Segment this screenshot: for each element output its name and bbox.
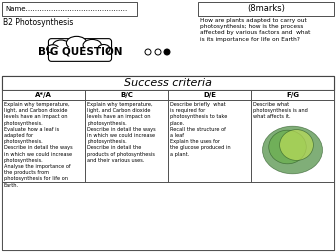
Bar	[168, 100, 251, 182]
Bar	[53, 47, 107, 55]
Text: How are plants adapted to carry out
photosynthesis; how is the process
affected : How are plants adapted to carry out phot…	[200, 18, 310, 42]
Text: D/E: D/E	[203, 92, 216, 98]
Text: A*/A: A*/A	[35, 92, 52, 98]
Bar	[2, 76, 334, 250]
Text: B2 Photosynthesis: B2 Photosynthesis	[3, 18, 73, 27]
Ellipse shape	[262, 126, 323, 174]
Ellipse shape	[269, 130, 306, 164]
Bar	[2, 90, 85, 100]
Bar	[168, 90, 251, 100]
Text: F/G: F/G	[286, 92, 299, 98]
Bar	[2, 76, 334, 90]
Text: Explain why temperature,
light, and Carbon dioxide
levels have an impact on
phot: Explain why temperature, light, and Carb…	[4, 102, 73, 187]
Text: B/C: B/C	[120, 92, 133, 98]
Text: Explain why temperature,
light, and Carbon dioxide
levels have an impact on
phot: Explain why temperature, light, and Carb…	[87, 102, 156, 163]
FancyBboxPatch shape	[48, 39, 112, 61]
Ellipse shape	[47, 45, 59, 53]
Circle shape	[164, 49, 170, 55]
Text: Success criteria: Success criteria	[124, 78, 212, 88]
Text: Describe briefly  what
is required for
photosynthesis to take
place.
Recall the : Describe briefly what is required for ph…	[170, 102, 230, 156]
Bar	[2, 100, 85, 182]
Ellipse shape	[280, 130, 313, 161]
Bar	[2, 182, 334, 250]
Bar	[251, 90, 334, 100]
Bar	[198, 2, 334, 16]
Ellipse shape	[98, 45, 110, 53]
Text: (8marks): (8marks)	[247, 5, 285, 14]
Ellipse shape	[67, 36, 87, 50]
Bar	[85, 100, 168, 182]
Text: Name‥‥‥‥‥‥‥‥‥‥‥‥‥‥‥‥‥‥‥‥‥‥: Name‥‥‥‥‥‥‥‥‥‥‥‥‥‥‥‥‥‥‥‥‥‥	[5, 6, 127, 12]
Bar	[2, 2, 137, 16]
Bar	[85, 90, 168, 100]
Bar	[251, 100, 334, 182]
Ellipse shape	[52, 40, 70, 52]
Text: BIG QUESTION: BIG QUESTION	[38, 47, 122, 57]
Ellipse shape	[83, 40, 101, 51]
Text: Describe what
photosynthesis is and
what affects it.: Describe what photosynthesis is and what…	[253, 102, 308, 119]
